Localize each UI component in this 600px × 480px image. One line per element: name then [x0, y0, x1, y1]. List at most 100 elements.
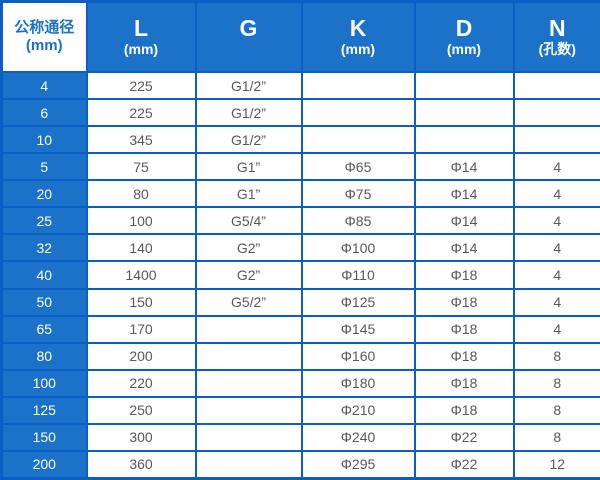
table-cell: 300: [85, 422, 197, 452]
table-cell: Φ18: [413, 314, 515, 344]
table-cell: G1/2”: [194, 98, 303, 128]
column-unit: (孔数): [538, 41, 576, 58]
row-header-cell: 200: [0, 449, 88, 480]
row-header-cell: 100: [0, 368, 88, 398]
table-row: 200 360 Φ295 Φ22 12: [0, 449, 600, 480]
row-header-cell: 32: [0, 233, 88, 263]
column-label: L: [133, 15, 149, 42]
table-cell: 150: [85, 287, 197, 317]
table-cell: Φ295: [300, 449, 416, 480]
table-cell: [300, 70, 416, 101]
table-cell: 8: [512, 395, 600, 425]
column-unit: [198, 42, 300, 59]
table-cell: Φ14: [413, 233, 515, 263]
table-cell: Φ125: [300, 287, 416, 317]
table-cell: G5/2”: [194, 287, 303, 317]
table-cell: Φ18: [413, 368, 515, 398]
row-header-cell: 6: [0, 98, 88, 128]
table-cell: [300, 125, 416, 155]
column-header-nominal-diameter: 公称通径 (mm): [0, 0, 88, 73]
table-cell: [413, 70, 515, 101]
table-cell: Φ18: [413, 287, 515, 317]
table-cell: Φ85: [300, 206, 416, 236]
row-header-cell: 10: [0, 125, 88, 155]
table-cell: Φ75: [300, 179, 416, 209]
table-cell: Φ22: [413, 422, 515, 452]
table-row: 100 220 Φ180 Φ18 8: [0, 368, 600, 398]
table-cell: Φ180: [300, 368, 416, 398]
table-cell: 4: [512, 206, 600, 236]
row-header-cell: 80: [0, 341, 88, 371]
row-header-cell: 65: [0, 314, 88, 344]
table-row: 32 140 G2” Φ100 Φ14 4: [0, 233, 600, 263]
table-row: 10 345 G1/2”: [0, 125, 600, 155]
table-cell: 345: [85, 125, 197, 155]
table-cell: G1/2”: [194, 125, 303, 155]
column-label: K: [349, 15, 367, 42]
table-cell: [512, 70, 600, 101]
table-row: 50 150 G5/2” Φ125 Φ18 4: [0, 287, 600, 317]
table-row: 5 75 G1” Φ65 Φ14 4: [0, 152, 600, 182]
table-cell: 1400: [85, 260, 197, 290]
table-cell: G1”: [194, 152, 303, 182]
table-cell: Φ65: [300, 152, 416, 182]
table-cell: G5/4”: [194, 206, 303, 236]
column-unit: (mm): [340, 41, 376, 58]
table-row: 40 1400 G2” Φ110 Φ18 4: [0, 260, 600, 290]
table-cell: 4: [512, 152, 600, 182]
column-unit: (mm): [123, 41, 159, 58]
row-header-cell: 4: [0, 70, 88, 101]
table-row: 20 80 G1” Φ75 Φ14 4: [0, 179, 600, 209]
table-cell: G2”: [194, 260, 303, 290]
table-cell: G1”: [194, 179, 303, 209]
table-cell: Φ145: [300, 314, 416, 344]
table-cell: Φ14: [413, 179, 515, 209]
table-cell: Φ160: [300, 341, 416, 371]
table-cell: 170: [85, 314, 197, 344]
table-cell: 4: [512, 287, 600, 317]
table-body: 4 225 G1/2” 6 225 G1/2” 10 345 G1/2” 5 75 G1” Φ65 Φ14…: [0, 70, 600, 480]
column-label: 公称通径: [14, 18, 75, 36]
table-cell: Φ100: [300, 233, 416, 263]
table-cell: 4: [512, 314, 600, 344]
table-cell: Φ22: [413, 449, 515, 480]
table-row: 150 300 Φ240 Φ22 8: [0, 422, 600, 452]
table-cell: 4: [512, 260, 600, 290]
table-cell: 75: [85, 152, 197, 182]
row-header-cell: 125: [0, 395, 88, 425]
table-cell: 225: [85, 70, 197, 101]
table-cell: [194, 314, 303, 344]
table-cell: 80: [85, 179, 197, 209]
column-unit: (mm): [25, 37, 63, 55]
row-header-cell: 40: [0, 260, 88, 290]
table-cell: 250: [85, 395, 197, 425]
table-cell: Φ240: [300, 422, 416, 452]
column-header-n: N (孔数): [512, 0, 600, 73]
table-cell: [194, 368, 303, 398]
table-cell: 8: [512, 422, 600, 452]
table-cell: 360: [85, 449, 197, 480]
row-header-cell: 5: [0, 152, 88, 182]
column-header-l: L (mm): [85, 0, 197, 73]
table-cell: 200: [85, 341, 197, 371]
table-cell: G2”: [194, 233, 303, 263]
table-cell: [194, 449, 303, 480]
table-cell: 4: [512, 179, 600, 209]
column-label: N: [548, 15, 566, 42]
table-cell: 12: [512, 449, 600, 480]
row-header-cell: 20: [0, 179, 88, 209]
row-header-cell: 150: [0, 422, 88, 452]
table-row: 80 200 Φ160 Φ18 8: [0, 341, 600, 371]
row-header-cell: 25: [0, 206, 88, 236]
table-cell: 100: [85, 206, 197, 236]
column-unit: (mm): [446, 41, 482, 58]
table-cell: Φ18: [413, 260, 515, 290]
table-cell: Φ18: [413, 341, 515, 371]
table-cell: 8: [512, 368, 600, 398]
table-cell: [512, 98, 600, 128]
table-row: 4 225 G1/2”: [0, 70, 600, 101]
column-header-d: D (mm): [413, 0, 515, 73]
table-row: 65 170 Φ145 Φ18 4: [0, 314, 600, 344]
table-cell: [194, 422, 303, 452]
